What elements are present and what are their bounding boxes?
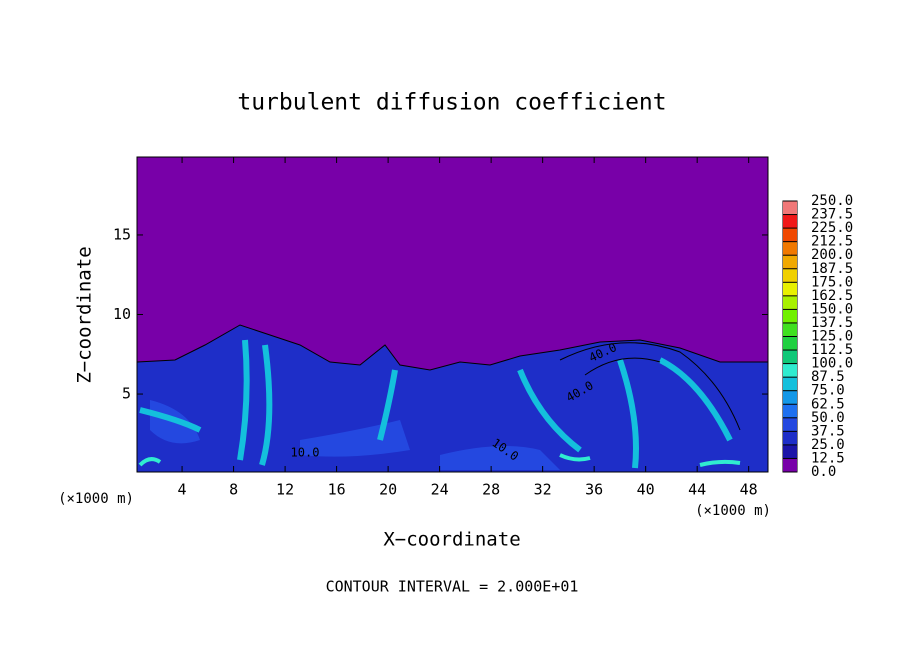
y-tick-label: 10 bbox=[113, 305, 131, 323]
x-tick-label: 20 bbox=[379, 481, 397, 499]
colorbar-band bbox=[783, 350, 797, 364]
x-tick-label: 16 bbox=[328, 481, 346, 499]
colorbar-band bbox=[783, 431, 797, 445]
x-tick-label: 40 bbox=[637, 481, 655, 499]
colorbar-tick-label: 37.5 bbox=[811, 423, 845, 439]
colorbar-tick-label: 150.0 bbox=[811, 301, 853, 317]
colorbar-band bbox=[783, 255, 797, 269]
contour-line bbox=[559, 342, 741, 431]
colorbar-band bbox=[783, 336, 797, 351]
colorbar-tick-label: 250.0 bbox=[811, 193, 853, 209]
x-tick-label: 44 bbox=[688, 481, 706, 499]
colorbar-tick-label: 225.0 bbox=[811, 220, 853, 236]
x-tick-label: 32 bbox=[534, 481, 552, 499]
x-tick-label: 48 bbox=[740, 481, 758, 499]
colorbar-tick-label: 200.0 bbox=[811, 247, 853, 263]
colorbar-tick-label: 50.0 bbox=[811, 410, 845, 426]
colorbar-tick-label: 87.5 bbox=[811, 369, 845, 385]
y-tick-label: 15 bbox=[113, 225, 131, 243]
colorbar-band bbox=[783, 322, 797, 337]
colorbar-tick-label: 212.5 bbox=[811, 234, 853, 250]
field-streak bbox=[138, 453, 741, 467]
x-tick-label: 4 bbox=[178, 481, 187, 499]
colorbar-tick-label: 100.0 bbox=[811, 356, 853, 372]
colorbar-band bbox=[783, 404, 797, 418]
x-tick-label: 8 bbox=[229, 481, 238, 499]
colorbar-band bbox=[783, 417, 797, 432]
colorbar-tick-label: 125.0 bbox=[811, 329, 853, 345]
colorbar-tick-label: 112.5 bbox=[811, 342, 853, 358]
colorbar-tick-label: 75.0 bbox=[811, 383, 845, 399]
colorbar-tick-label: 137.5 bbox=[811, 315, 853, 331]
x-tick-label: 28 bbox=[482, 481, 500, 499]
chart-title: turbulent diffusion coefficient bbox=[237, 90, 666, 116]
y-tick-label: 5 bbox=[122, 385, 131, 403]
colorbar-band bbox=[783, 363, 797, 378]
colorbar-tick-label: 175.0 bbox=[811, 274, 853, 290]
x-axis-label: X−coordinate bbox=[383, 529, 520, 551]
y-axis-label: Z−coordinate bbox=[74, 246, 96, 383]
colorbar-band bbox=[783, 458, 797, 472]
x-unit-label: (×1000 m) bbox=[695, 503, 771, 519]
colorbar-tick-label: 62.5 bbox=[811, 396, 845, 412]
colorbar-band bbox=[783, 295, 797, 310]
colorbar-band bbox=[783, 377, 797, 391]
colorbar-band bbox=[783, 444, 797, 459]
colorbar-band bbox=[783, 214, 797, 229]
colorbar-band bbox=[783, 390, 797, 405]
x-unit-label: (×1000 m) bbox=[58, 491, 134, 507]
colorbar-band bbox=[783, 309, 797, 323]
colorbar-band bbox=[783, 268, 797, 283]
field-patch bbox=[150, 400, 560, 470]
contour-label: 10.0 bbox=[291, 446, 320, 460]
colorbar-band bbox=[783, 201, 797, 215]
colorbar-tick-label: 237.5 bbox=[811, 207, 853, 223]
x-tick-label: 12 bbox=[276, 481, 294, 499]
colorbar-tick-label: 187.5 bbox=[811, 261, 853, 277]
colorbar-band bbox=[783, 228, 797, 242]
colorbar-tick-label: 0.0 bbox=[811, 464, 836, 480]
x-tick-label: 36 bbox=[585, 481, 603, 499]
colorbar-band bbox=[783, 282, 797, 296]
footnote: CONTOUR INTERVAL = 2.000E+01 bbox=[326, 578, 579, 596]
colorbar-band bbox=[783, 241, 797, 256]
x-tick-label: 24 bbox=[431, 481, 449, 499]
colorbar-tick-label: 162.5 bbox=[811, 288, 853, 304]
field-streak bbox=[139, 339, 733, 469]
colorbar-tick-label: 25.0 bbox=[811, 437, 845, 453]
colorbar-tick-label: 12.5 bbox=[811, 450, 845, 466]
field bbox=[136, 157, 769, 473]
